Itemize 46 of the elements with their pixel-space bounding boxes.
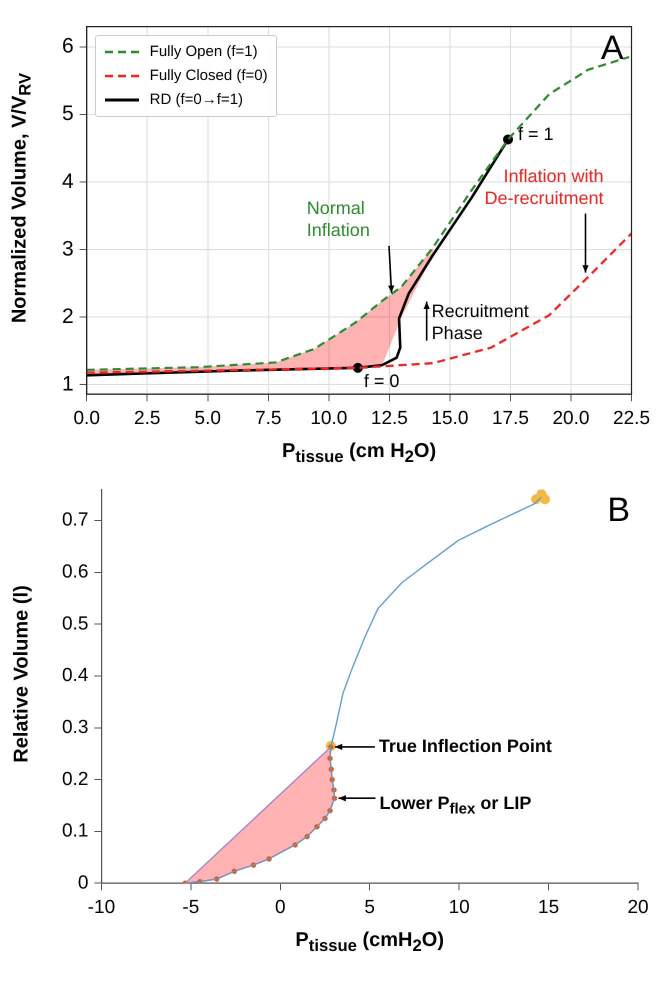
y-tick-label: 0.7 bbox=[62, 510, 88, 531]
annotation: Recruitment Phase bbox=[432, 300, 530, 345]
annotation: True Inflection Point bbox=[378, 734, 552, 758]
x-tick-label: 2.5 bbox=[134, 408, 160, 429]
y-tick-label: 5 bbox=[62, 102, 74, 126]
x-tick-label: 15.0 bbox=[431, 408, 468, 429]
y-tick-label: 0.1 bbox=[62, 820, 88, 842]
annotation: f = 0 bbox=[364, 370, 400, 392]
x-tick-label: 5 bbox=[364, 896, 375, 918]
legend-label: RD (f=0→f=1) bbox=[150, 91, 244, 108]
x-tick-label: -10 bbox=[88, 896, 116, 918]
y-tick-label: 0 bbox=[78, 872, 88, 894]
x-tick-label: 17.5 bbox=[492, 408, 529, 429]
y-tick-label: 0.5 bbox=[62, 613, 88, 634]
annotation: f = 1 bbox=[518, 123, 554, 146]
legend-label: Fully Open (f=1) bbox=[150, 43, 258, 60]
x-tick-label: 10.0 bbox=[310, 408, 348, 429]
legend-label: Fully Closed (f=0) bbox=[150, 67, 268, 84]
x-tick-label: 7.5 bbox=[255, 408, 282, 429]
x-tick-label: 22.5 bbox=[613, 408, 650, 429]
x-tick-label: -5 bbox=[182, 896, 200, 918]
y-tick-label: 3 bbox=[62, 237, 74, 260]
y-tick-label: 2 bbox=[62, 304, 74, 328]
y-tick-label: 0.6 bbox=[62, 562, 88, 583]
x-tick-label: 0.0 bbox=[73, 408, 100, 429]
annotation: Normal Inflation bbox=[306, 196, 371, 242]
annotation: B bbox=[607, 490, 630, 532]
annotation: A bbox=[600, 28, 624, 69]
x-tick-label: 12.5 bbox=[370, 408, 408, 429]
y-axis-title: Relative Volume (l) bbox=[10, 586, 34, 764]
y-tick-label: 0.3 bbox=[62, 716, 88, 738]
y-tick-label: 4 bbox=[62, 170, 74, 193]
x-axis-title: P$_{tissue}$ (cm H$_{2}$O) bbox=[282, 440, 436, 467]
y-tick-label: 6 bbox=[62, 34, 74, 58]
x-tick-label: 15 bbox=[538, 896, 560, 918]
y-tick-label: 0.2 bbox=[62, 768, 88, 790]
x-tick-label: 20 bbox=[627, 896, 649, 918]
x-tick-label: 10 bbox=[448, 896, 470, 918]
x-tick-label: 20.0 bbox=[552, 408, 590, 429]
y-tick-label: 0.4 bbox=[62, 665, 89, 686]
annotation: Inflation with De-recruitment bbox=[483, 164, 604, 210]
x-axis-title: P$_{tissue}$ (cmH$_{2}$O) bbox=[295, 929, 444, 956]
y-tick-label: 1 bbox=[62, 372, 74, 396]
x-tick-label: 5.0 bbox=[194, 408, 221, 429]
annotation: Lower P$_{flex}$ or LIP bbox=[379, 792, 532, 820]
x-tick-label: 0 bbox=[274, 896, 286, 918]
